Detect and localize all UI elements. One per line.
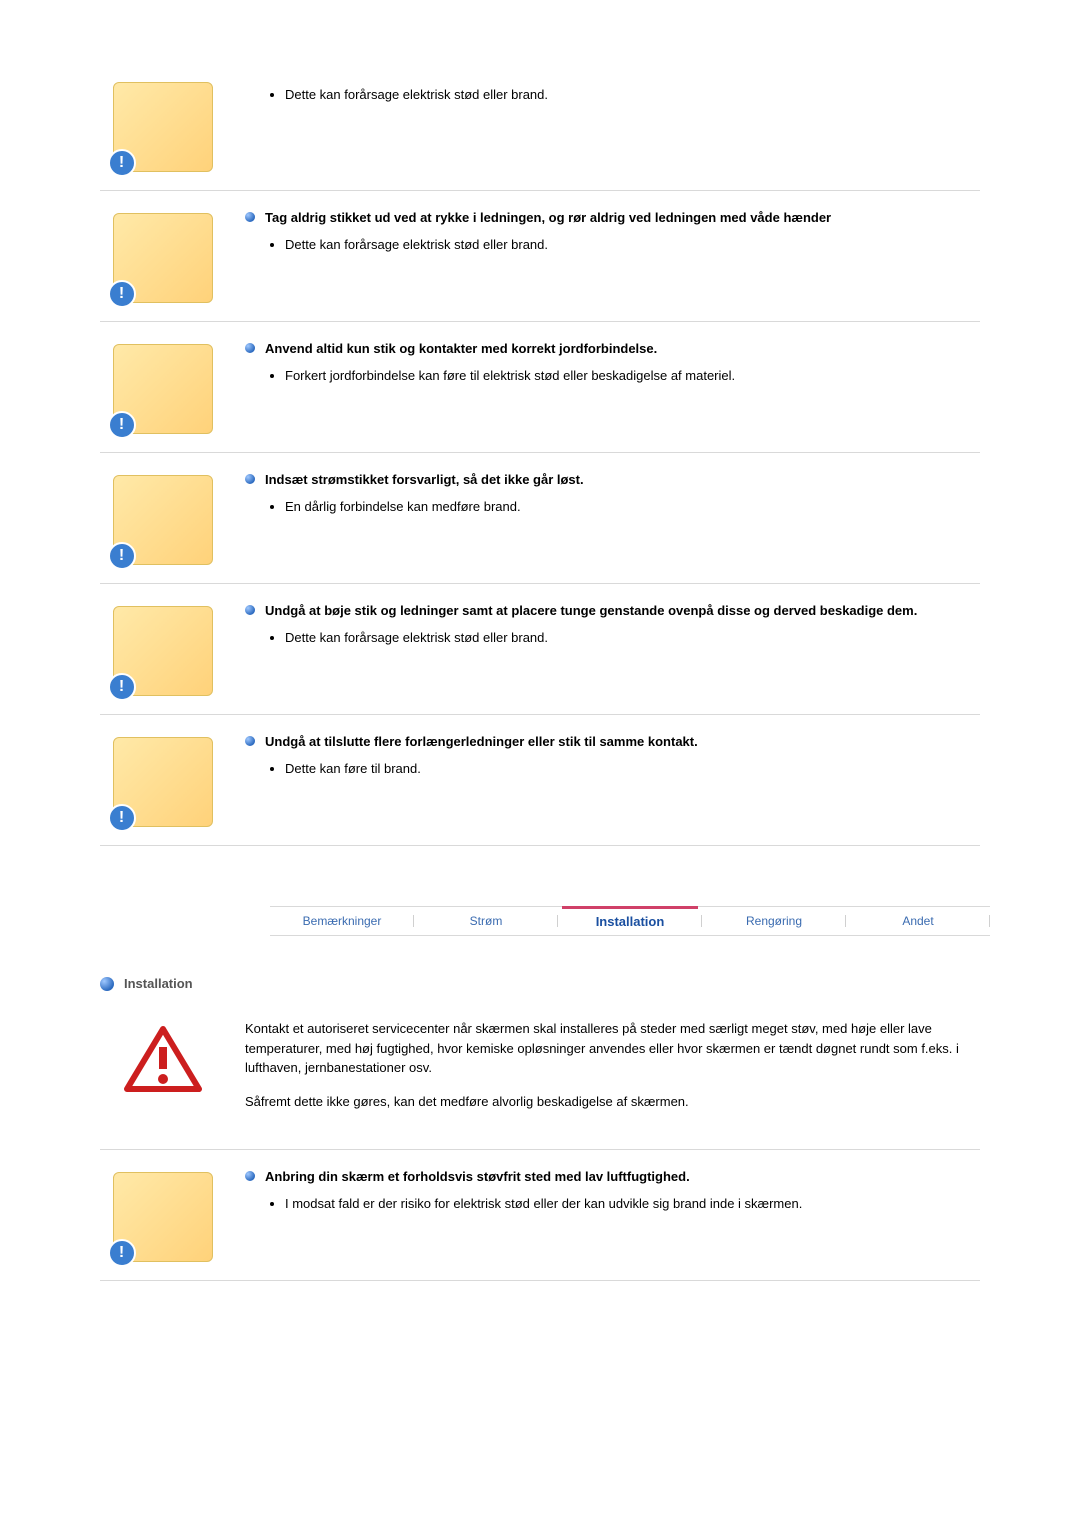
bullet-icon xyxy=(245,212,255,222)
illustration-icon xyxy=(113,606,213,696)
tab-label: Strøm xyxy=(470,914,503,928)
installation-intro-row: Kontakt et autoriseret servicecenter når… xyxy=(100,1001,980,1150)
intro-paragraph: Kontakt et autoriseret servicecenter når… xyxy=(245,1019,980,1078)
bullet-icon xyxy=(245,736,255,746)
warning-illustration xyxy=(100,471,225,565)
tab-strom[interactable]: Strøm xyxy=(414,907,558,935)
warning-title: Undgå at tilslutte flere forlængerlednin… xyxy=(265,733,698,752)
warning-item: Forkert jordforbindelse kan føre til ele… xyxy=(285,367,980,386)
warning-illustration xyxy=(100,1019,225,1095)
warning-title: Indsæt strømstikket forsvarligt, så det … xyxy=(265,471,584,490)
warning-triangle-icon xyxy=(123,1025,203,1095)
warning-row: Undgå at tilslutte flere forlængerlednin… xyxy=(100,715,980,846)
illustration-icon xyxy=(113,344,213,434)
warning-item: En dårlig forbindelse kan medføre brand. xyxy=(285,498,980,517)
tab-label: Bemærkninger xyxy=(303,914,382,928)
warning-row: Anvend altid kun stik og kontakter med k… xyxy=(100,322,980,453)
warning-illustration xyxy=(100,602,225,696)
page-content: Dette kan forårsage elektrisk stød eller… xyxy=(0,0,1080,1341)
warning-illustration xyxy=(100,340,225,434)
warning-illustration xyxy=(100,209,225,303)
tab-bemarkninger[interactable]: Bemærkninger xyxy=(270,907,414,935)
tab-andet[interactable]: Andet xyxy=(846,907,990,935)
section-label: Installation xyxy=(124,976,193,991)
bullet-icon xyxy=(245,474,255,484)
section-tabs: Bemærkninger Strøm Installation Rengørin… xyxy=(270,906,990,936)
warning-title: Undgå at bøje stik og ledninger samt at … xyxy=(265,602,917,621)
tab-label: Andet xyxy=(902,914,933,928)
warning-row: Dette kan forårsage elektrisk stød eller… xyxy=(100,60,980,191)
tab-separator xyxy=(989,915,990,927)
bullet-icon xyxy=(100,977,114,991)
tab-rengoring[interactable]: Rengøring xyxy=(702,907,846,935)
warning-illustration xyxy=(100,733,225,827)
warning-text: Anbring din skærm et forholdsvis støvfri… xyxy=(225,1168,980,1218)
warning-row: Undgå at bøje stik og ledninger samt at … xyxy=(100,584,980,715)
section-header: Installation xyxy=(100,976,980,991)
warning-text: Dette kan forårsage elektrisk stød eller… xyxy=(225,78,980,109)
warning-item: I modsat fald er der risiko for elektris… xyxy=(285,1195,980,1214)
warning-text: Undgå at tilslutte flere forlængerlednin… xyxy=(225,733,980,783)
warning-item: Dette kan forårsage elektrisk stød eller… xyxy=(285,629,980,648)
illustration-icon xyxy=(113,82,213,172)
warning-title: Tag aldrig stikket ud ved at rykke i led… xyxy=(265,209,831,228)
tab-label: Rengøring xyxy=(746,914,802,928)
warning-row: Indsæt strømstikket forsvarligt, så det … xyxy=(100,453,980,584)
warning-item: Dette kan forårsage elektrisk stød eller… xyxy=(285,236,980,255)
intro-paragraph: Såfremt dette ikke gøres, kan det medfør… xyxy=(245,1092,980,1112)
illustration-icon xyxy=(113,213,213,303)
warning-item: Dette kan forårsage elektrisk stød eller… xyxy=(285,86,980,105)
tab-label: Installation xyxy=(596,914,665,929)
warning-illustration xyxy=(100,78,225,172)
installation-intro-text: Kontakt et autoriseret servicecenter når… xyxy=(225,1019,980,1125)
warning-text: Tag aldrig stikket ud ved at rykke i led… xyxy=(225,209,980,259)
warning-text: Indsæt strømstikket forsvarligt, så det … xyxy=(225,471,980,521)
bullet-icon xyxy=(245,605,255,615)
illustration-icon xyxy=(113,737,213,827)
warning-row: Anbring din skærm et forholdsvis støvfri… xyxy=(100,1150,980,1281)
warning-text: Undgå at bøje stik og ledninger samt at … xyxy=(225,602,980,652)
illustration-icon xyxy=(113,475,213,565)
illustration-icon xyxy=(113,1172,213,1262)
bullet-icon xyxy=(245,343,255,353)
warning-item: Dette kan føre til brand. xyxy=(285,760,980,779)
warning-title: Anbring din skærm et forholdsvis støvfri… xyxy=(265,1168,690,1187)
warning-illustration xyxy=(100,1168,225,1262)
warning-text: Anvend altid kun stik og kontakter med k… xyxy=(225,340,980,390)
bullet-icon xyxy=(245,1171,255,1181)
warning-row: Tag aldrig stikket ud ved at rykke i led… xyxy=(100,191,980,322)
tab-installation[interactable]: Installation xyxy=(558,907,702,935)
warning-title: Anvend altid kun stik og kontakter med k… xyxy=(265,340,657,359)
